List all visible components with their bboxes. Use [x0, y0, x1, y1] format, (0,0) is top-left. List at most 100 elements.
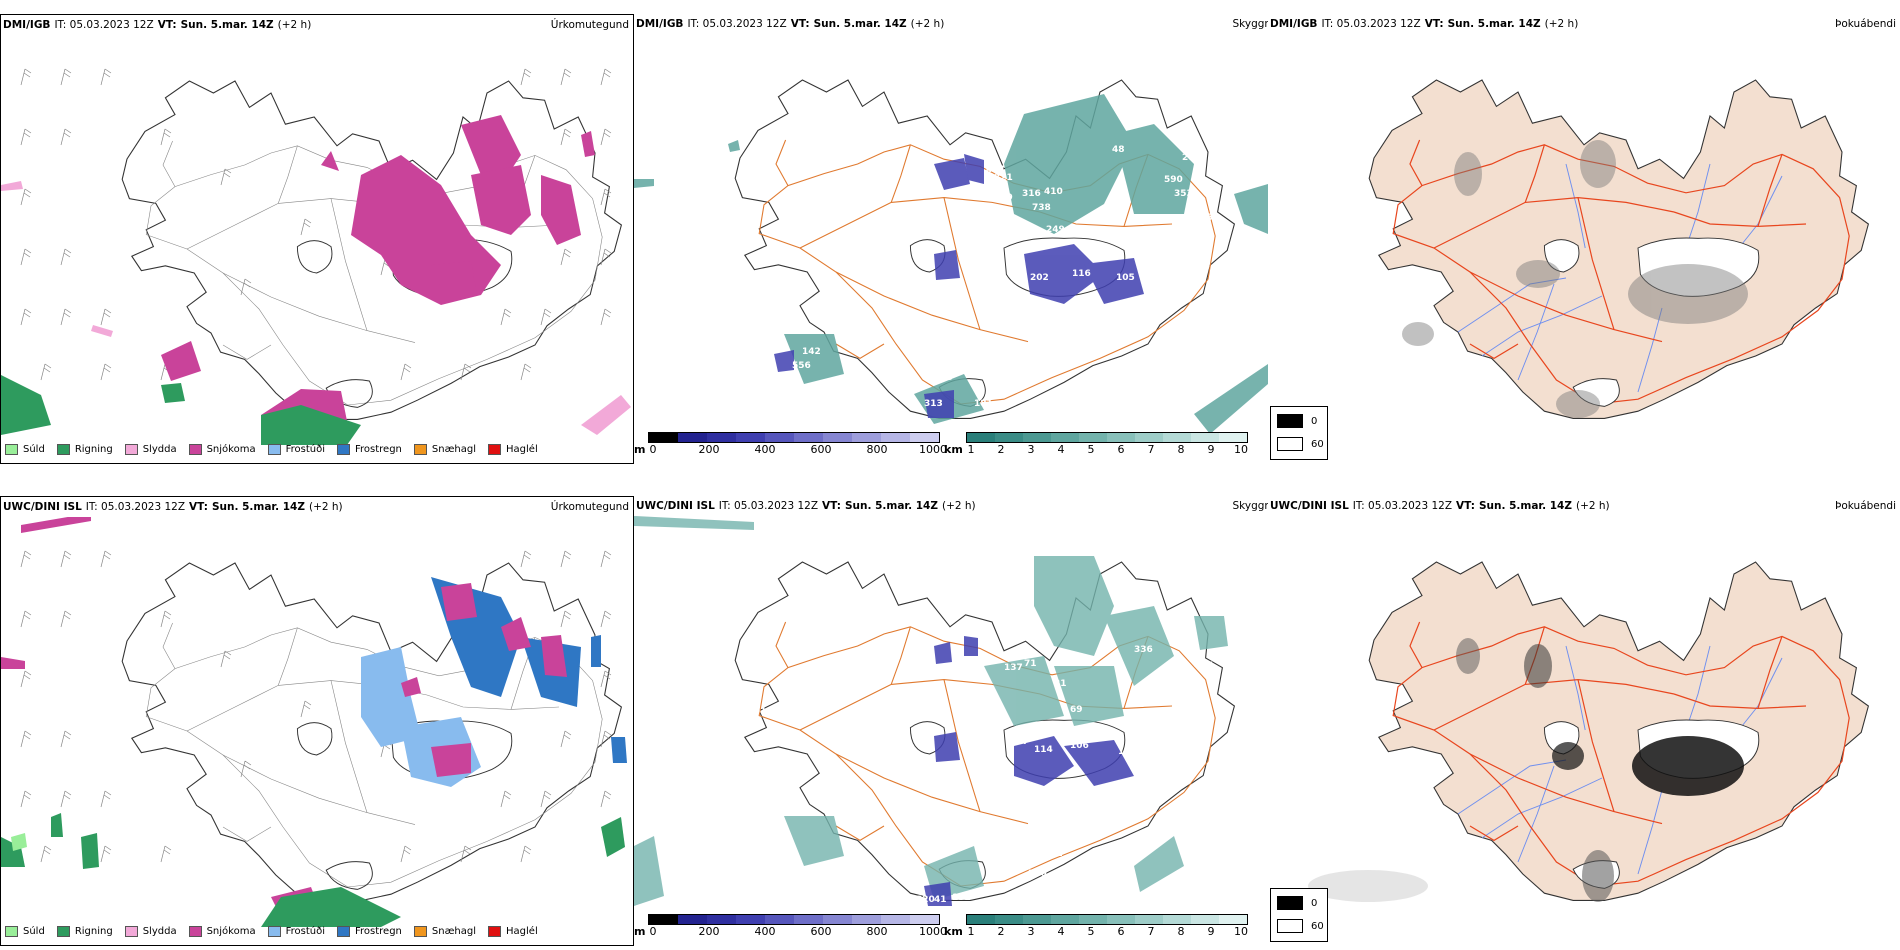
ceiling-value-label: 105: [1116, 273, 1135, 283]
visibility-swatch: [1135, 433, 1163, 442]
ceiling-swatch: [678, 433, 707, 442]
precip-legend-item: Snjókoma: [188, 926, 256, 937]
visibility-swatch: [1023, 433, 1051, 442]
ceiling-swatch: [707, 915, 736, 924]
fog-legend: 0 60: [1270, 406, 1328, 460]
ceiling-tick: 0: [649, 443, 657, 456]
ceiling-value-label: 69: [1070, 705, 1083, 715]
ceiling-value-label: 209: [994, 193, 1013, 203]
parameter-name: Skyggni: [1232, 18, 1269, 30]
legend-label: Frostregn: [355, 444, 402, 455]
ceiling-swatch: [649, 915, 678, 924]
precip-legend-item: Haglél: [488, 926, 538, 937]
visibility-swatch: [1051, 433, 1079, 442]
valid-time-label: VT:: [189, 501, 208, 513]
fog-legend: 0 60: [1270, 888, 1328, 942]
ceiling-colorbar: m 0 200 400 600 800 1000: [634, 914, 947, 940]
panel-visibility-dmi: DMI/IGB IT: 05.03.2023 12Z VT: Sun. 5.ma…: [634, 14, 1268, 464]
precip-type-map: [1, 68, 631, 445]
precip-legend-item: Rigning: [56, 926, 113, 937]
panel-fog-indicator-dmi: DMI/IGB IT: 05.03.2023 12Z VT: Sun. 5.ma…: [1268, 14, 1900, 464]
ceiling-value-label: 116: [1164, 617, 1183, 627]
ceiling-value-label: 113: [934, 373, 953, 383]
valid-time: Sun. 5.mar. 14Z: [813, 18, 907, 30]
visibility-tick: 3: [1027, 925, 1035, 938]
model-source: UWC/DINI ISL: [636, 500, 715, 512]
legend-swatch: [337, 444, 350, 455]
visibility-tick: 3: [1027, 443, 1035, 456]
ceiling-value-label: 91: [754, 707, 767, 717]
valid-time-label: VT:: [157, 19, 177, 31]
ceiling-areas: [774, 154, 1144, 418]
visibility-swatch: [1163, 915, 1191, 924]
rain-areas: [1, 813, 625, 927]
visibility-swatch: [995, 433, 1023, 442]
ceiling-value-label: 41: [934, 895, 947, 905]
precip-legend-item: Haglél: [488, 444, 538, 455]
ceiling-areas: [924, 636, 1134, 906]
precip-legend-item: Frostregn: [337, 926, 402, 937]
visibility-tick: 9: [1207, 925, 1215, 938]
visibility-tick: 9: [1207, 443, 1215, 456]
panel-header: UWC/DINI ISL IT: 05.03.2023 12Z VT: Sun.…: [636, 500, 1268, 514]
legend-swatch: [124, 926, 138, 937]
ceiling-value-label: 40: [1174, 237, 1187, 247]
legend-label: Slydda: [142, 926, 177, 937]
fog-legend-item-1: 60: [1277, 919, 1324, 933]
ceiling-value-label: 316: [1022, 189, 1041, 199]
ceiling-value-label: 410: [1044, 187, 1063, 197]
issue-time: IT: 05.03.2023 12Z: [54, 19, 154, 31]
ceiling-tick: 200: [698, 925, 720, 938]
ceiling-swatch: [852, 433, 881, 442]
visibility-tick: 5: [1087, 925, 1095, 938]
visibility-unit: km: [944, 925, 963, 938]
valid-time-label: VT:: [1456, 500, 1475, 512]
issue-time: IT: 05.03.2023 12Z: [718, 500, 819, 512]
visibility-tick: 2: [997, 925, 1005, 938]
ceiling-value-label: 71: [1024, 659, 1037, 669]
ceiling-swatch: [910, 915, 939, 924]
legend-swatch: [124, 444, 138, 455]
visibility-tick: 8: [1177, 443, 1185, 456]
legend-label: Frostúði: [285, 444, 325, 455]
visibility-tick: 4: [1057, 443, 1065, 456]
precip-legend-item: Súld: [5, 926, 45, 937]
precip-legend-item: Snæhagl: [413, 444, 477, 455]
valid-time-label: VT:: [822, 500, 841, 512]
ceiling-swatch: [794, 915, 823, 924]
ceiling-swatch: [678, 915, 707, 924]
ceiling-value-label: 106: [1070, 741, 1089, 751]
panel-precip-type-uwc: UWC/DINI ISL IT: 05.03.2023 12Z VT: Sun.…: [0, 496, 634, 946]
panel-header: UWC/DINI ISL IT: 05.03.2023 12Z VT: Sun.…: [1270, 500, 1896, 514]
lead-time: (+2 h): [941, 500, 976, 512]
visibility-swatch: [1191, 915, 1219, 924]
ceiling-tick: 800: [866, 925, 888, 938]
ceiling-value-label: 590: [1164, 175, 1183, 185]
ceiling-swatch: [881, 433, 910, 442]
panel-header: DMI/IGB IT: 05.03.2023 12Z VT: Sun. 5.ma…: [1270, 18, 1896, 32]
panel-header: DMI/IGB IT: 05.03.2023 12Z VT: Sun. 5.ma…: [3, 19, 629, 33]
ceiling-value-label: 336: [1134, 645, 1153, 655]
visibility-tick: 10: [1234, 443, 1248, 456]
ceiling-value-label: 556: [792, 361, 811, 371]
visibility-low-areas: [634, 516, 1228, 906]
parameter-name: Skyggni: [1232, 500, 1269, 512]
panel-visibility-uwc: UWC/DINI ISL IT: 05.03.2023 12Z VT: Sun.…: [634, 496, 1268, 946]
ceiling-tick: 400: [754, 925, 776, 938]
ceiling-value-label: 330: [1028, 869, 1047, 879]
legend-label: Snæhagl: [431, 444, 477, 455]
lead-time: (+2 h): [1575, 500, 1610, 512]
legend-swatch: [188, 444, 202, 455]
legend-swatch: [56, 444, 70, 455]
precip-legend-item: Súld: [5, 444, 45, 455]
visibility-swatch: [967, 915, 995, 924]
ceiling-value-label: 353: [1174, 189, 1193, 199]
visibility-tick: 7: [1147, 443, 1155, 456]
visibility-swatch: [1023, 915, 1051, 924]
valid-time: Sun. 5.mar. 14Z: [844, 500, 938, 512]
legend-label: Rigning: [74, 444, 113, 455]
ceiling-value-label: 261: [1174, 223, 1193, 233]
visibility-unit: km: [944, 443, 963, 456]
legend-label: Haglél: [506, 926, 538, 937]
